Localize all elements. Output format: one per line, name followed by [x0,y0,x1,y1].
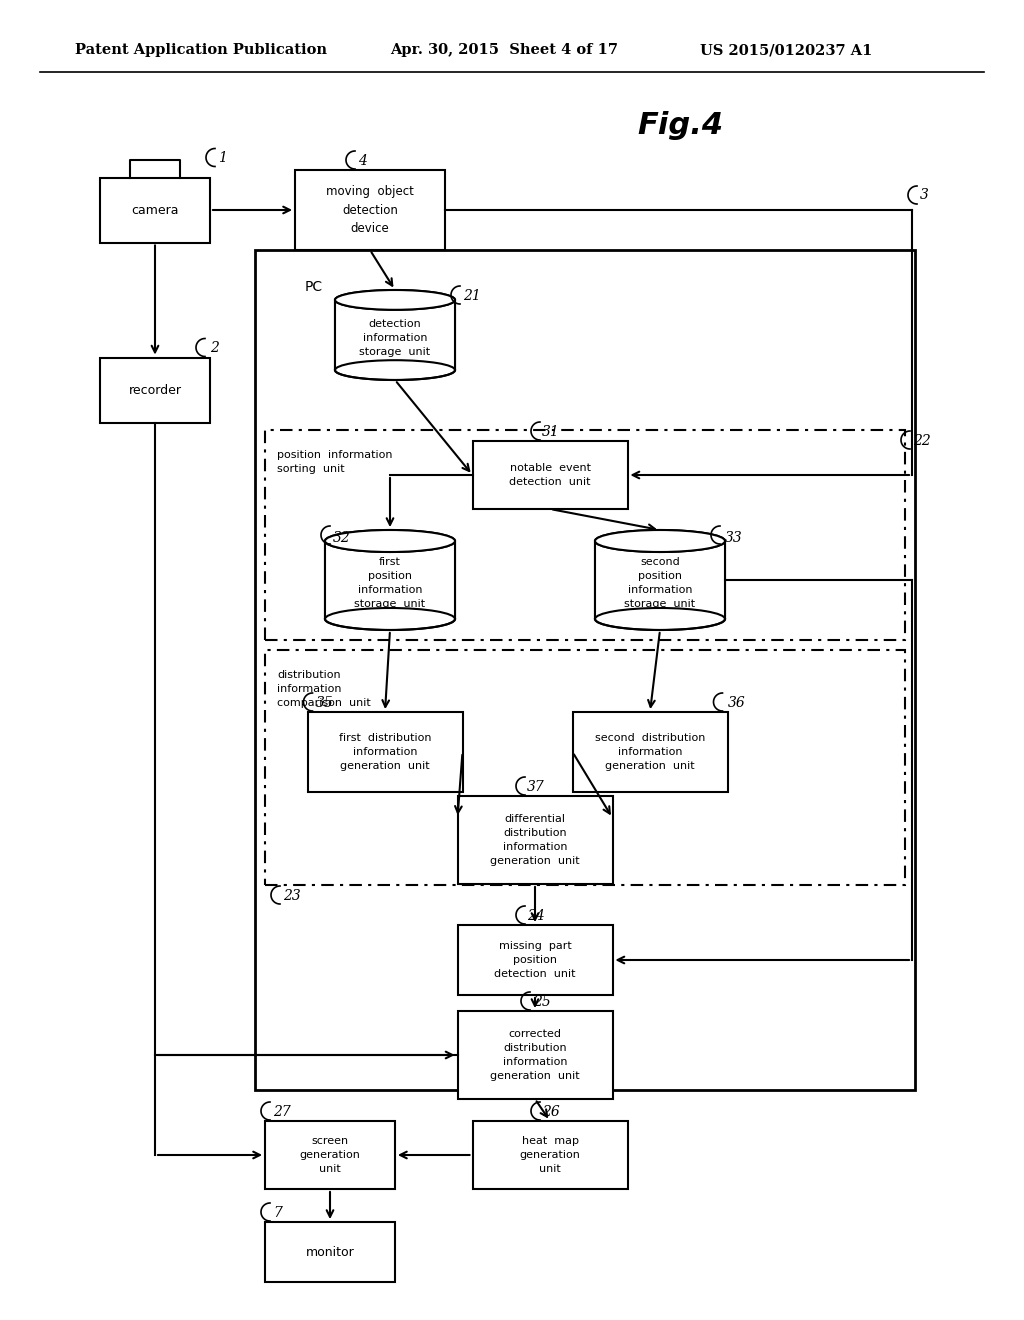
Text: first  distribution
information
generation  unit: first distribution information generatio… [339,733,431,771]
Text: first
position
information
storage  unit: first position information storage unit [354,557,426,610]
Text: 31: 31 [542,425,560,440]
Text: 37: 37 [527,780,545,795]
Text: 7: 7 [273,1206,282,1220]
Text: Apr. 30, 2015  Sheet 4 of 17: Apr. 30, 2015 Sheet 4 of 17 [390,44,618,57]
Text: camera: camera [131,203,179,216]
Text: moving  object
detection
device: moving object detection device [326,186,414,235]
Text: monitor: monitor [305,1246,354,1258]
Text: distribution
information
comparison  unit: distribution information comparison unit [278,671,371,708]
Ellipse shape [325,531,455,552]
Text: 23: 23 [283,888,301,903]
Text: missing  part
position
detection  unit: missing part position detection unit [495,941,575,979]
Text: Patent Application Publication: Patent Application Publication [75,44,327,57]
FancyBboxPatch shape [458,796,612,884]
Text: recorder: recorder [128,384,181,396]
Ellipse shape [335,360,455,380]
Text: position  information
sorting  unit: position information sorting unit [278,450,392,474]
FancyBboxPatch shape [572,711,727,792]
Ellipse shape [595,531,725,552]
FancyBboxPatch shape [100,358,210,422]
FancyBboxPatch shape [265,1121,395,1189]
Text: notable  event
detection  unit: notable event detection unit [509,463,591,487]
FancyBboxPatch shape [458,925,612,995]
Text: detection
information
storage  unit: detection information storage unit [359,319,430,356]
Ellipse shape [325,609,455,630]
FancyBboxPatch shape [100,177,210,243]
Text: corrected
distribution
information
generation  unit: corrected distribution information gener… [490,1030,580,1081]
FancyBboxPatch shape [295,170,445,249]
Ellipse shape [595,531,725,552]
Text: 33: 33 [725,531,742,545]
Text: 32: 32 [333,531,351,545]
Text: 4: 4 [358,154,367,168]
FancyBboxPatch shape [472,1121,628,1189]
Text: 24: 24 [527,909,545,923]
Text: 36: 36 [727,696,745,710]
FancyBboxPatch shape [325,541,455,619]
Text: 26: 26 [542,1105,560,1119]
Ellipse shape [325,531,455,552]
Text: PC: PC [305,280,324,294]
Text: 22: 22 [913,434,931,447]
FancyBboxPatch shape [335,300,455,370]
Text: US 2015/0120237 A1: US 2015/0120237 A1 [700,44,872,57]
FancyBboxPatch shape [307,711,463,792]
Text: Fig.4: Fig.4 [637,111,723,140]
Text: differential
distribution
information
generation  unit: differential distribution information ge… [490,814,580,866]
FancyBboxPatch shape [265,1222,395,1282]
FancyBboxPatch shape [458,1011,612,1100]
Text: 21: 21 [463,289,480,304]
Text: screen
generation
unit: screen generation unit [300,1137,360,1173]
Text: 3: 3 [920,187,929,202]
Text: second  distribution
information
generation  unit: second distribution information generati… [595,733,706,771]
Text: 25: 25 [534,995,551,1008]
FancyBboxPatch shape [472,441,628,510]
FancyBboxPatch shape [595,541,725,619]
Text: 2: 2 [210,342,219,355]
Text: 27: 27 [273,1105,291,1119]
Ellipse shape [335,290,455,310]
Text: 35: 35 [315,696,333,710]
Text: second
position
information
storage  unit: second position information storage unit [625,557,695,610]
Ellipse shape [335,290,455,310]
Text: 1: 1 [218,152,227,165]
Ellipse shape [595,609,725,630]
Text: heat  map
generation
unit: heat map generation unit [519,1137,581,1173]
